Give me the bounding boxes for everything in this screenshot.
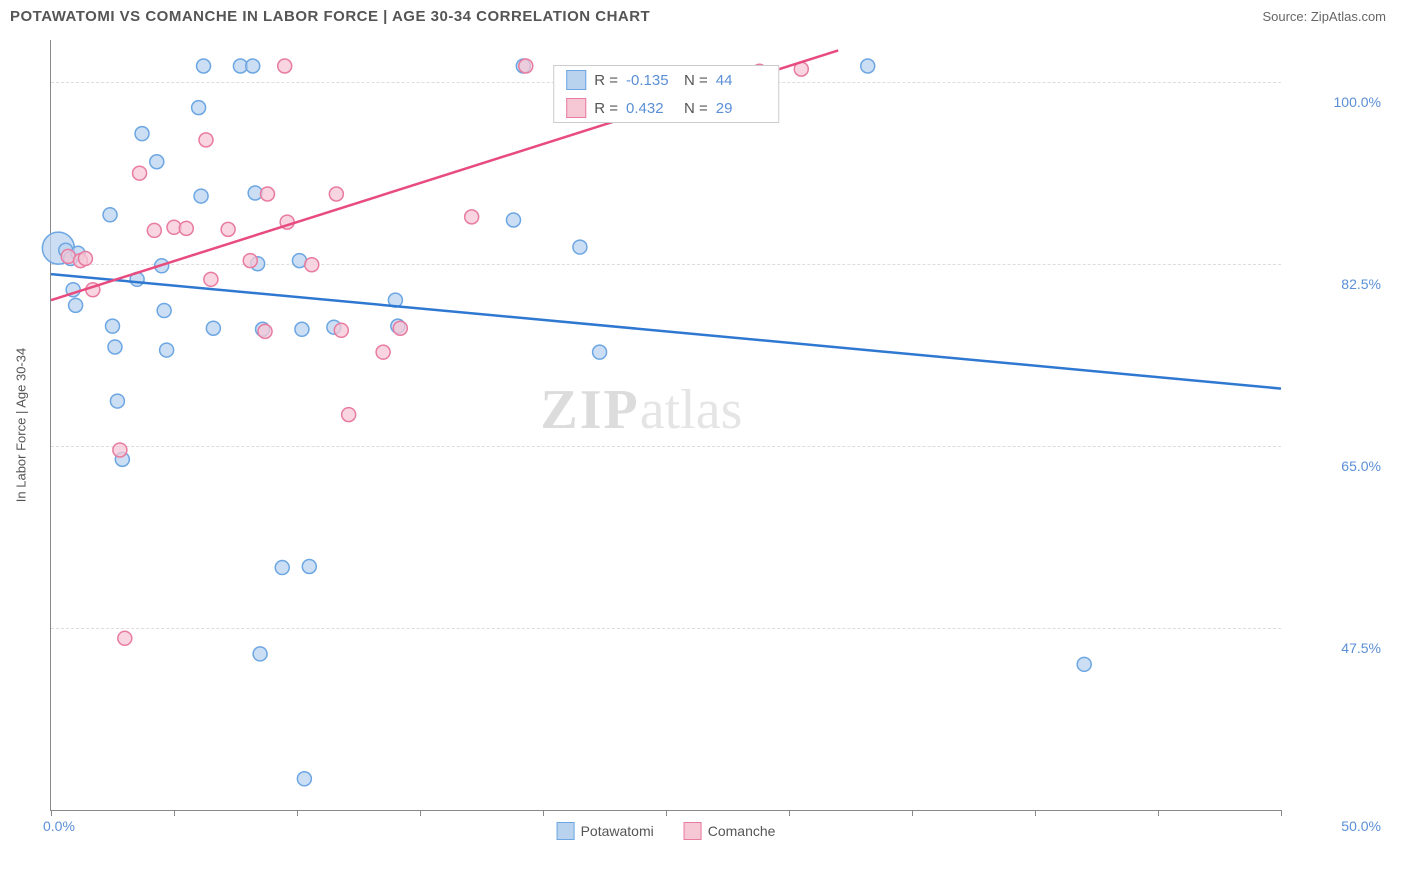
chart-container: ZIPatlas R = -0.135 N = 44 R = 0.432 N =… [50,40,1390,840]
y-tick-label: 100.0% [1291,94,1381,110]
data-point [69,298,83,312]
chart-title: POTAWATOMI VS COMANCHE IN LABOR FORCE | … [10,8,650,25]
swatch-icon [566,98,586,118]
regression-line [51,274,1281,388]
data-point [305,258,319,272]
data-point [258,324,272,338]
data-point [278,59,292,73]
plot-area: ZIPatlas R = -0.135 N = 44 R = 0.432 N =… [50,40,1281,811]
data-point [465,210,479,224]
stats-row-potawatomi: R = -0.135 N = 44 [554,66,778,94]
data-point [1077,657,1091,671]
x-tick [1281,810,1282,816]
r-value: 0.432 [626,100,676,117]
chart-header: POTAWATOMI VS COMANCHE IN LABOR FORCE | … [0,0,1406,31]
data-point [192,101,206,115]
data-point [253,647,267,661]
data-point [118,631,132,645]
x-tick [543,810,544,816]
data-point [133,166,147,180]
data-point [150,155,164,169]
data-point [157,304,171,318]
n-value: 29 [716,100,766,117]
x-tick [666,810,667,816]
data-point [519,59,533,73]
legend-label: Comanche [708,823,776,839]
data-point [376,345,390,359]
data-point [160,343,174,357]
data-point [861,59,875,73]
y-axis-label: In Labor Force | Age 30-34 [14,348,29,502]
stats-box: R = -0.135 N = 44 R = 0.432 N = 29 [553,65,779,123]
data-point [246,59,260,73]
r-value: -0.135 [626,72,676,89]
data-point [110,394,124,408]
data-point [197,59,211,73]
x-min-label: 0.0% [43,818,75,834]
x-tick [1035,810,1036,816]
legend-label: Potawatomi [581,823,654,839]
data-point [329,187,343,201]
data-point [106,319,120,333]
data-point [334,323,348,337]
data-point [573,240,587,254]
chart-source: Source: ZipAtlas.com [1262,9,1386,24]
x-tick [297,810,298,816]
data-point [393,321,407,335]
y-tick-label: 47.5% [1291,640,1381,656]
data-point [295,322,309,336]
data-point [260,187,274,201]
y-tick-label: 82.5% [1291,276,1381,292]
x-tick [51,810,52,816]
legend-item-comanche: Comanche [684,822,776,840]
data-point [108,340,122,354]
y-tick-label: 65.0% [1291,458,1381,474]
x-tick [789,810,790,816]
data-point [302,560,316,574]
n-value: 44 [716,72,766,89]
data-point [103,208,117,222]
data-point [179,221,193,235]
data-point [199,133,213,147]
x-tick [174,810,175,816]
data-point [506,213,520,227]
data-point [147,223,161,237]
data-point [113,443,127,457]
data-point [593,345,607,359]
data-point [78,252,92,266]
x-max-label: 50.0% [1341,818,1381,834]
legend-item-potawatomi: Potawatomi [557,822,654,840]
data-point [297,772,311,786]
data-point [204,272,218,286]
x-tick [1158,810,1159,816]
data-point [194,189,208,203]
stats-row-comanche: R = 0.432 N = 29 [554,94,778,122]
data-point [135,127,149,141]
swatch-icon [557,822,575,840]
scatter-plot [51,40,1281,810]
x-tick [912,810,913,816]
swatch-icon [684,822,702,840]
data-point [206,321,220,335]
data-point [243,254,257,268]
x-tick [420,810,421,816]
data-point [342,408,356,422]
legend: Potawatomi Comanche [557,822,776,840]
swatch-icon [566,70,586,90]
data-point [275,561,289,575]
data-point [221,222,235,236]
